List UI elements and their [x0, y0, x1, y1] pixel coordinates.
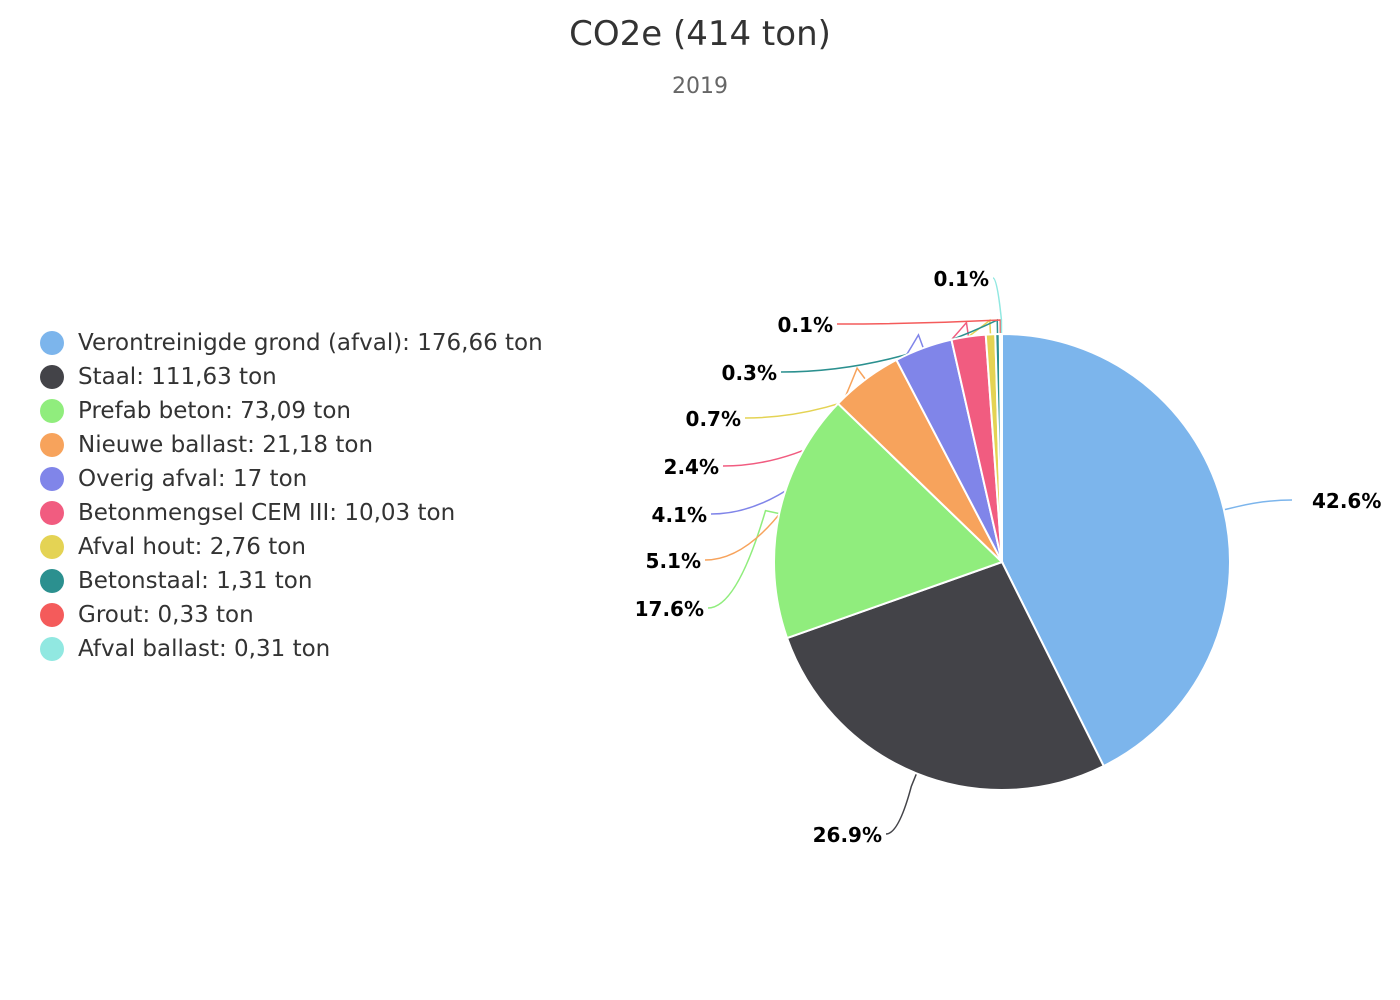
data-label: 17.6% — [635, 597, 704, 621]
pie-slice[interactable] — [785, 560, 1106, 791]
legend-label: Betonmengsel CEM III: 10,03 ton — [78, 500, 456, 526]
data-label: 2.4% — [664, 455, 719, 479]
connector-line — [780, 318, 999, 373]
pie-slice[interactable] — [999, 332, 1003, 563]
legend-item[interactable]: Grout: 0,33 ton — [40, 598, 543, 632]
pie-slice[interactable] — [1001, 332, 1231, 768]
legend-item[interactable]: Overig afval: 17 ton — [40, 462, 543, 496]
legend-label: Afval hout: 2,76 ton — [78, 534, 306, 560]
legend-marker-icon — [40, 433, 64, 457]
chart-title: CO2e (414 ton) — [569, 14, 831, 54]
legend-item[interactable]: Verontreinigde grond (afval): 176,66 ton — [40, 326, 543, 360]
legend-item[interactable]: Betonmengsel CEM III: 10,03 ton — [40, 496, 543, 530]
legend-marker-icon — [40, 467, 64, 491]
legend-label: Overig afval: 17 ton — [78, 466, 308, 492]
legend-item[interactable]: Prefab beton: 73,09 ton — [40, 394, 543, 428]
legend-marker-icon — [40, 331, 64, 355]
legend-marker-icon — [40, 365, 64, 389]
legend-label: Nieuwe ballast: 21,18 ton — [78, 432, 374, 458]
connector-line — [992, 277, 1003, 337]
legend-label: Betonstaal: 1,31 ton — [78, 568, 313, 594]
connector-line — [885, 771, 919, 835]
legend-marker-icon — [40, 603, 64, 627]
data-label: 42.6% — [1312, 489, 1381, 513]
legend-label: Grout: 0,33 ton — [78, 602, 254, 628]
legend-item[interactable]: Afval ballast: 0,31 ton — [40, 632, 543, 666]
legend-item[interactable]: Betonstaal: 1,31 ton — [40, 564, 543, 598]
connector-line — [836, 319, 1002, 337]
legend-marker-icon — [40, 399, 64, 423]
chart-subtitle: 2019 — [672, 74, 728, 99]
data-label: 4.1% — [652, 503, 707, 527]
legend-item[interactable]: Nieuwe ballast: 21,18 ton — [40, 428, 543, 462]
legend-label: Verontreinigde grond (afval): 176,66 ton — [78, 330, 543, 356]
legend-item[interactable]: Staal: 111,63 ton — [40, 360, 543, 394]
data-label: 0.7% — [686, 407, 741, 431]
data-label: 0.1% — [778, 313, 833, 337]
data-label: 26.9% — [813, 823, 882, 847]
legend-marker-icon — [40, 637, 64, 661]
connector-line — [707, 509, 782, 609]
connector-line — [1221, 499, 1293, 511]
legend-label: Staal: 111,63 ton — [78, 364, 277, 390]
legend-marker-icon — [40, 535, 64, 559]
data-label: 0.3% — [722, 361, 777, 385]
data-label: 0.1% — [934, 267, 989, 291]
legend-item[interactable]: Afval hout: 2,76 ton — [40, 530, 543, 564]
pie-slice[interactable] — [773, 402, 1004, 640]
chart-legend: Verontreinigde grond (afval): 176,66 ton… — [40, 326, 543, 666]
legend-marker-icon — [40, 569, 64, 593]
legend-marker-icon — [40, 501, 64, 525]
data-label: 5.1% — [646, 549, 701, 573]
legend-label: Prefab beton: 73,09 ton — [78, 398, 351, 424]
legend-label: Afval ballast: 0,31 ton — [78, 636, 331, 662]
